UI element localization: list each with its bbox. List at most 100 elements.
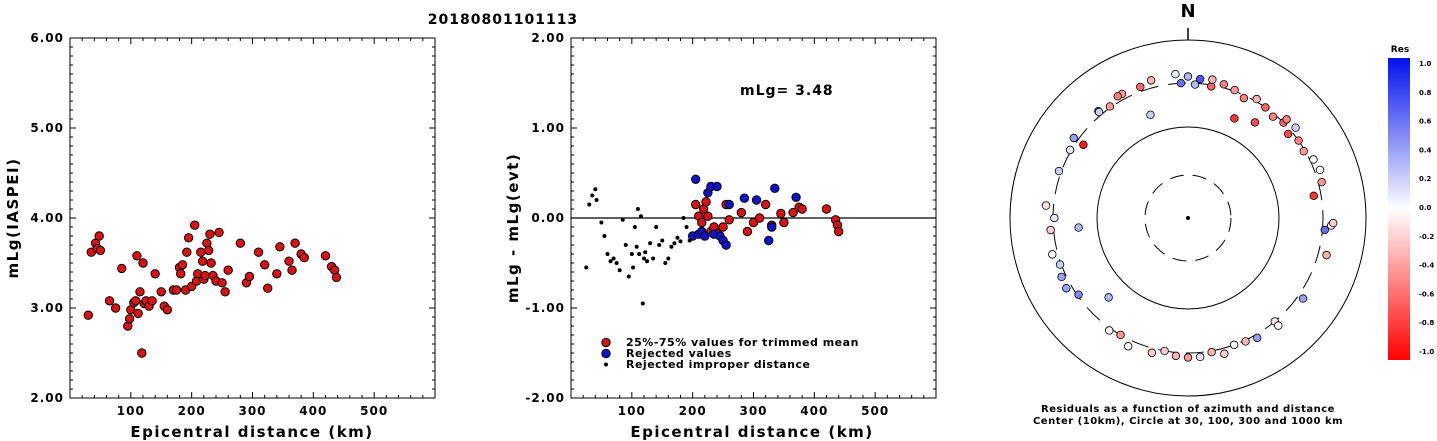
station-marker <box>1054 166 1064 176</box>
data-point <box>217 278 227 288</box>
colorbar-tick-label: -0.8 <box>1419 319 1434 327</box>
colorbar-tick-label: -0.6 <box>1419 290 1434 298</box>
trimmed-mean-point <box>718 222 728 232</box>
data-point <box>110 303 121 313</box>
x-tick-label: 400 <box>299 404 327 418</box>
station-marker <box>1146 110 1155 119</box>
station-marker <box>1074 223 1083 232</box>
data-point <box>94 231 104 241</box>
x-tick-label: 200 <box>178 404 206 418</box>
colorbar-tick-label: 0.4 <box>1419 146 1432 154</box>
station-marker <box>1094 107 1104 117</box>
station-marker <box>1322 250 1331 260</box>
station-marker <box>1190 80 1200 89</box>
map-caption-1: Residuals as a function of azimuth and d… <box>1041 404 1335 415</box>
station-marker <box>1079 140 1088 149</box>
colorbar: Res 1.0 0.8 0.6 0.4 0.2 0.0 -0.2 -0.4 -0.6 -0.8 -1… <box>1388 45 1434 360</box>
data-point <box>290 238 300 248</box>
station-marker <box>1113 92 1122 101</box>
x-tick-label: 200 <box>679 404 707 418</box>
trimmed-mean-point <box>821 204 832 214</box>
trimmed-mean-point <box>736 207 747 218</box>
station-marker <box>1283 129 1293 139</box>
data-point <box>196 247 206 257</box>
legend-marker <box>601 337 611 348</box>
station-marker <box>1315 165 1325 175</box>
data-point <box>275 242 285 252</box>
trimmed-mean-point <box>760 199 771 210</box>
station-marker <box>1317 177 1326 187</box>
station-marker <box>1250 118 1260 127</box>
rejected-distance-point <box>629 252 634 256</box>
data-point <box>137 348 147 358</box>
trimmed-mean-point <box>788 207 798 218</box>
station-marker <box>1274 321 1283 330</box>
colorbar-tick-label: 0.6 <box>1419 118 1432 126</box>
trimmed-mean-point <box>776 208 786 219</box>
y-tick-label: 4.00 <box>30 211 64 225</box>
data-point <box>214 227 224 238</box>
station-marker <box>1046 225 1055 235</box>
data-point <box>204 245 214 256</box>
rejected-distance-point <box>623 243 628 247</box>
rejected-distance-point <box>611 256 616 261</box>
data-point <box>205 229 215 239</box>
data-point <box>235 238 246 248</box>
rejected-distance-point <box>631 265 636 270</box>
data-point <box>95 245 106 256</box>
legend-label: Rejected values <box>626 347 732 360</box>
trimmed-mean-point <box>779 217 789 228</box>
station-marker <box>1207 347 1216 357</box>
data-point <box>220 287 230 297</box>
station-marker <box>1147 348 1157 357</box>
mlg-annotation: mLg= 3.48 <box>740 83 834 99</box>
data-point <box>138 258 148 268</box>
station-marker <box>1041 201 1051 210</box>
rejected-point <box>691 174 701 185</box>
rejected-distance-point <box>626 274 631 279</box>
rejected-point <box>791 192 801 203</box>
x-tick-labels-2: 100 200 300 400 500 <box>582 38 925 418</box>
y-tick-label: 3.00 <box>30 301 64 315</box>
rejected-point <box>724 199 734 210</box>
data-point <box>176 269 186 279</box>
rejected-distance-point <box>635 207 640 211</box>
rejected-point <box>767 222 777 232</box>
rejected-distance-point <box>620 217 625 222</box>
y-axis-label-1: mLg(IASPEI) <box>4 158 22 279</box>
station-marker <box>1065 145 1075 155</box>
legend-label: 25%-75% values for trimmed mean <box>626 336 859 349</box>
y-tick-label: 1.00 <box>531 121 565 135</box>
station-marker <box>1220 349 1229 358</box>
data-point <box>263 283 273 293</box>
station-marker <box>1261 103 1270 112</box>
rejected-distance-point <box>593 187 598 192</box>
legend-marker <box>604 362 608 367</box>
rejected-distance-point <box>660 238 665 243</box>
data-point <box>253 247 264 257</box>
y-tick-labels-2: -2.00 -1.00 0.00 1.00 2.00 <box>525 31 936 405</box>
station-marker <box>1183 353 1193 362</box>
rejected-point <box>739 193 750 203</box>
data-point <box>320 251 331 261</box>
trimmed-mean-point <box>703 211 713 221</box>
rejected-distance-point <box>678 239 683 244</box>
rejected-distance-point <box>663 261 668 265</box>
station-marker <box>1069 133 1078 143</box>
y-tick-label: 2.00 <box>30 391 64 405</box>
rejected-distance-point <box>632 225 637 229</box>
x-tick-label: 300 <box>739 404 767 418</box>
data-point <box>197 256 208 266</box>
trimmed-mean-point <box>724 215 734 225</box>
colorbar-tick-label: 0.2 <box>1419 175 1432 183</box>
rejected-distance-point <box>684 225 689 229</box>
station-marker <box>1241 337 1250 346</box>
rejected-point <box>700 231 710 241</box>
rejected-point <box>712 181 722 192</box>
y-tick-label: -1.00 <box>525 301 565 315</box>
station-marker <box>1055 260 1065 269</box>
y-tick-labels-1: 2.00 3.00 4.00 5.00 6.00 <box>30 31 435 405</box>
data-point <box>156 287 166 297</box>
station-marker <box>1252 94 1261 104</box>
rejected-point <box>764 235 774 246</box>
